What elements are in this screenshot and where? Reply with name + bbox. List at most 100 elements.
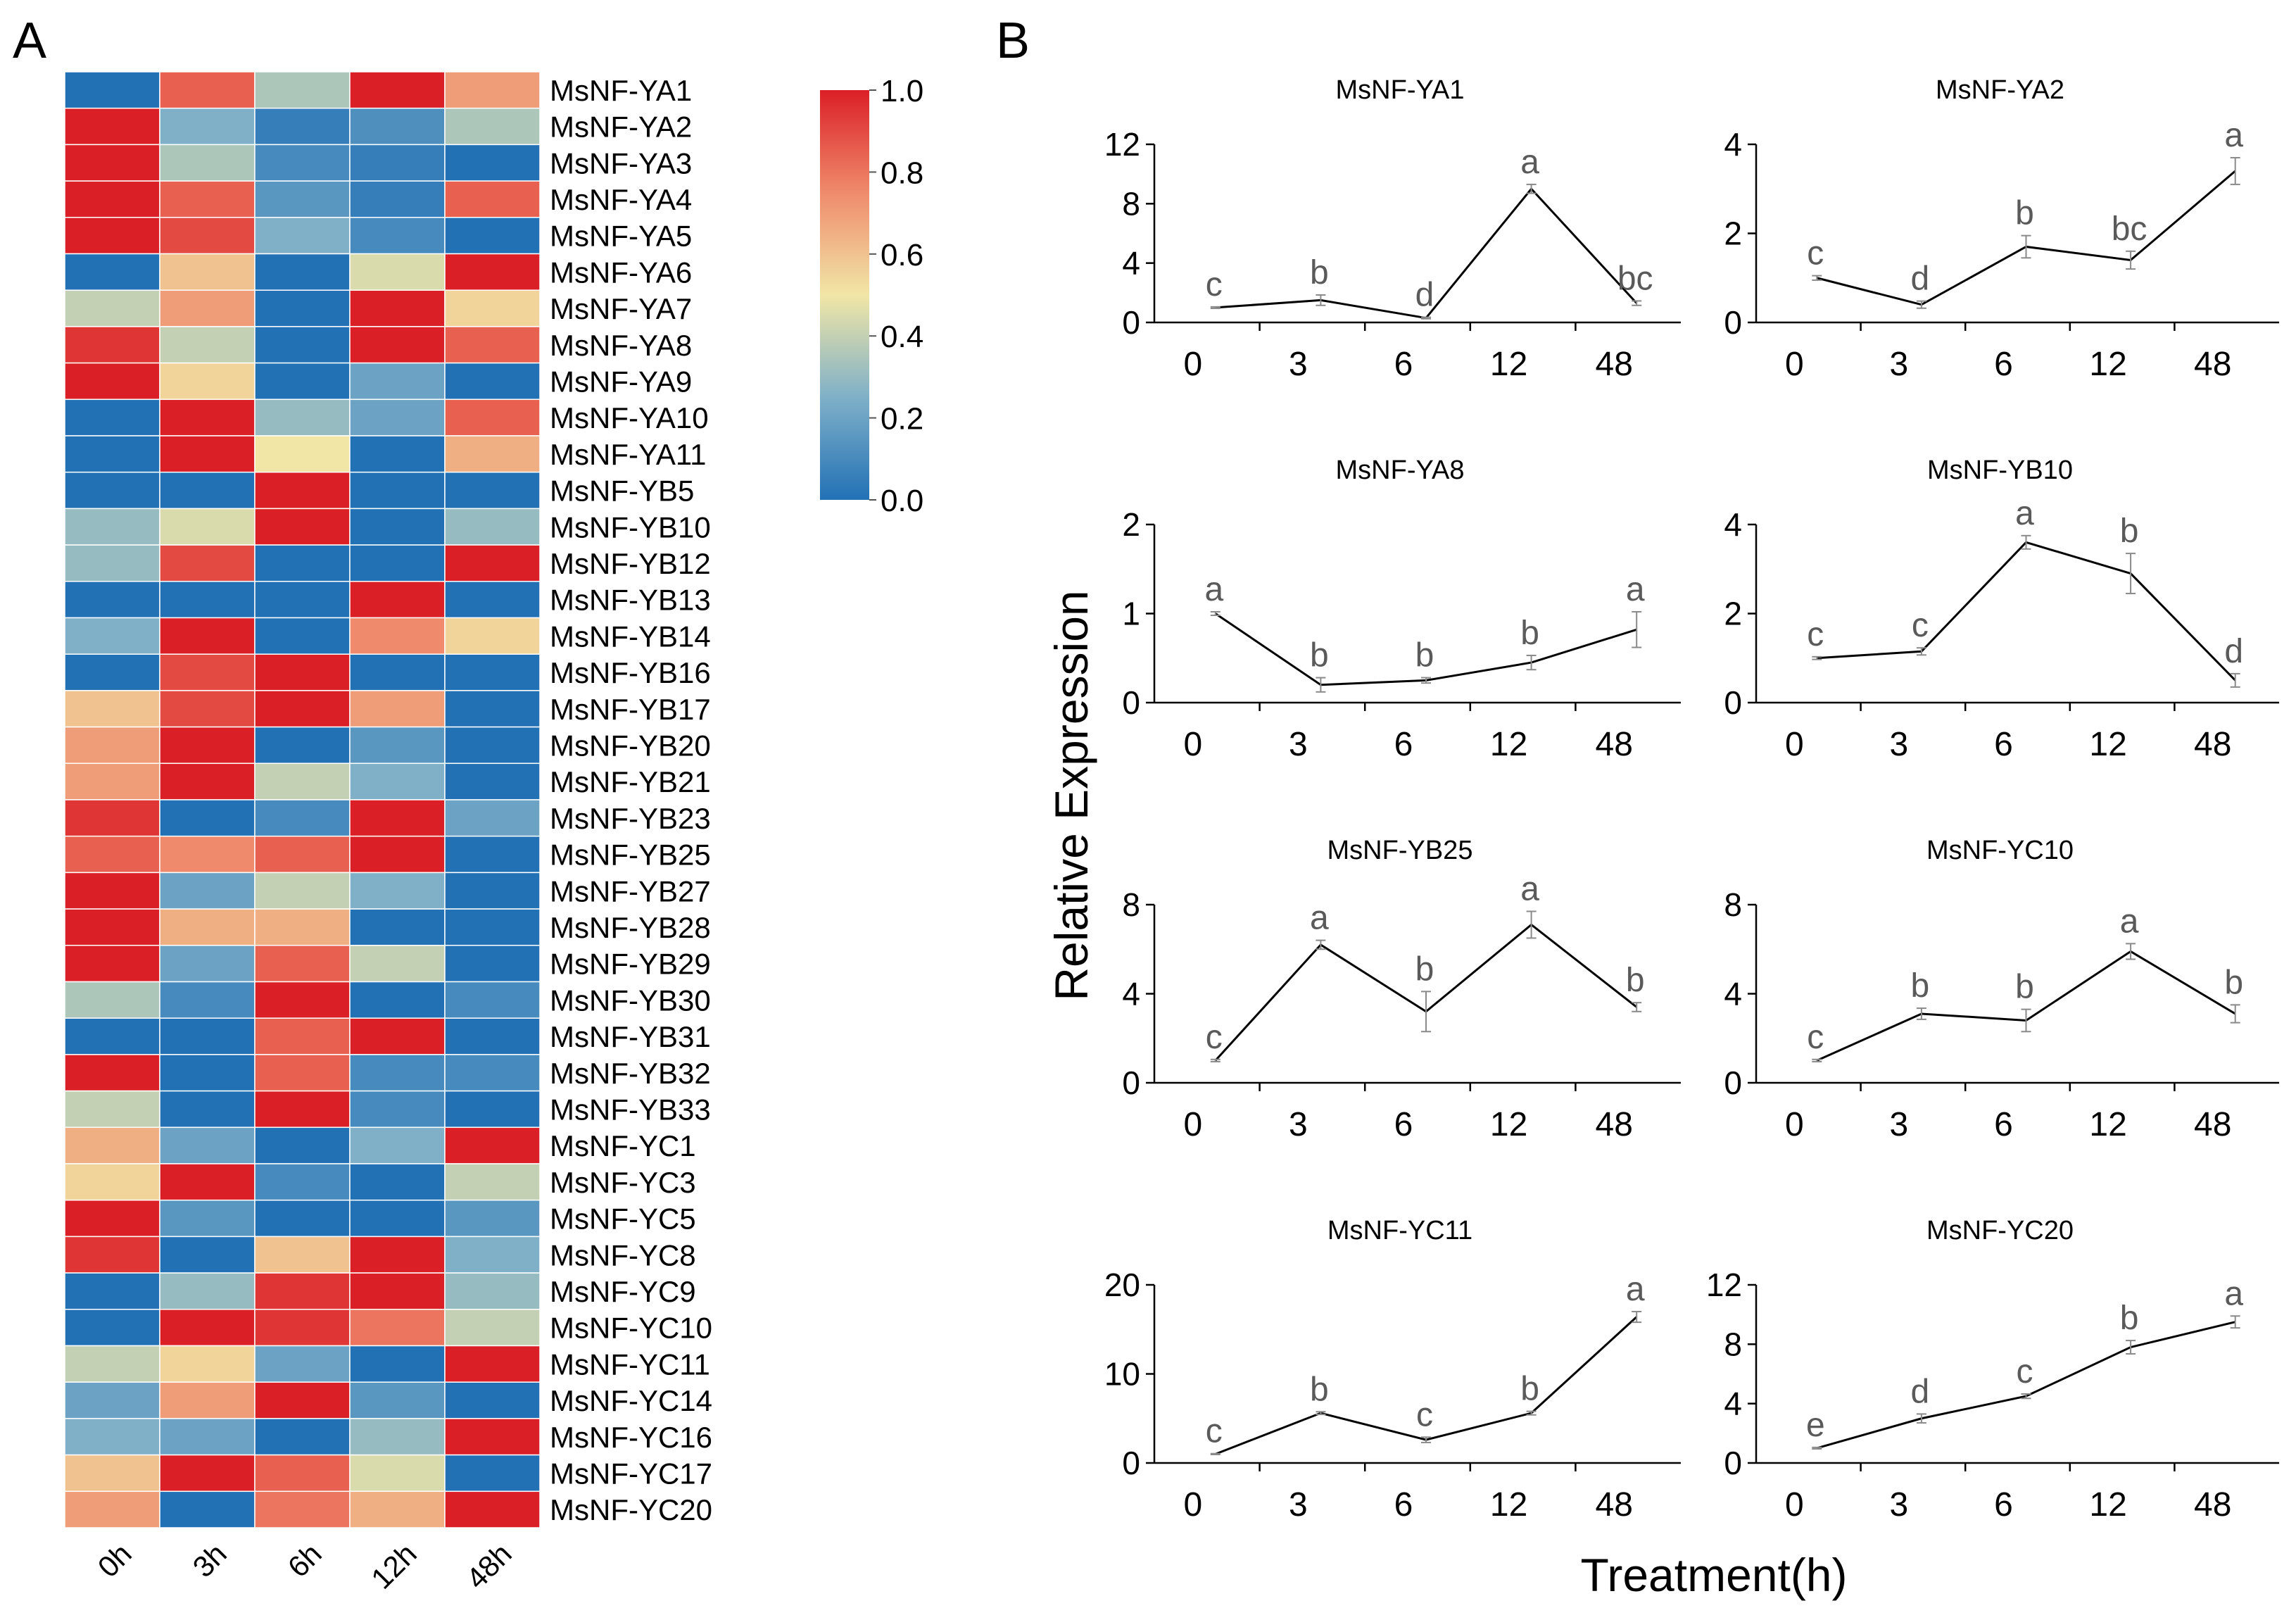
heatmap-cell [159,653,256,691]
heatmap-row-label: MsNF-YC20 [550,1493,712,1526]
heatmap-cell [349,508,446,546]
colorbar-tick-label: 0.8 [881,156,923,190]
heatmap-cell [159,1345,256,1383]
heatmap-cell [254,1054,351,1092]
heatmap-col-label: 6h [282,1537,328,1583]
significance-letter: bc [2112,211,2147,248]
heatmap-cell [254,1309,351,1347]
heatmap-cell [254,726,351,765]
x-tick-label: 0 [1183,726,1202,763]
heatmap-cell [444,1017,541,1055]
heatmap-cell [254,1017,351,1055]
significance-letter: a [1520,144,1539,181]
heatmap-row-label: MsNF-YB31 [550,1020,711,1053]
x-tick-label: 3 [1890,726,1909,763]
significance-letter: a [2120,903,2139,940]
series-line [1817,541,2236,681]
heatmap-cell [159,326,256,364]
x-tick-label: 48 [1596,346,1633,383]
colorbar-tick-label: 0.0 [881,484,923,518]
heatmap-cell [159,1454,256,1493]
x-tick-label: 6 [1994,726,2013,763]
heatmap-cell [444,326,541,364]
heatmap-cell [444,217,541,255]
y-tick-label: 0 [1724,1445,1742,1481]
heatmap-cell [444,435,541,473]
heatmap-row-label: MsNF-YC3 [550,1166,696,1199]
significance-letter: b [1626,962,1645,999]
heatmap-cell [159,435,256,473]
heatmap-row-label: MsNF-YB21 [550,765,711,798]
heatmap-cell [159,253,256,291]
heatmap-cell [444,617,541,655]
heatmap-cell [159,799,256,837]
heatmap-cell [444,253,541,291]
colorbar-tick-label: 0.2 [881,402,923,436]
heatmap-cell [159,1272,256,1310]
heatmap-cell [254,1345,351,1383]
significance-letter: c [1416,1396,1433,1433]
heatmap-cell [64,107,160,146]
significance-letter: c [1807,1019,1824,1056]
heatmap-cell [254,180,351,218]
heatmap-cell [349,1381,446,1419]
heatmap-cell [254,1454,351,1493]
heatmap-cell [444,144,541,182]
x-tick-label: 3 [1890,1486,1909,1524]
significance-letter: b [1310,1371,1329,1408]
y-tick-label: 8 [1122,185,1140,222]
heatmap-cell [349,326,446,364]
panel-title: MsNF-YC10 [1926,836,2074,865]
heatmap-cell [349,1017,446,1055]
x-tick-label: 6 [1994,1486,2013,1524]
heatmap-cell [159,581,256,619]
heatmap-row-label: MsNF-YC5 [550,1202,696,1236]
significance-letter: b [1520,615,1539,652]
heatmap-cell [159,945,256,983]
heatmap-row-label: MsNF-YB5 [550,475,694,508]
x-tick-label: 12 [1490,1486,1527,1524]
heatmap-cell [64,1381,160,1419]
heatmap-cell [159,835,256,874]
x-tick-label: 48 [2194,1486,2231,1524]
heatmap-row-label: MsNF-YC17 [550,1457,712,1490]
heatmap-cell [349,289,446,327]
significance-letter: d [1415,277,1434,314]
heatmap-cell [349,1454,446,1493]
heatmap-cell [349,435,446,473]
heatmap-cell [159,289,256,327]
heatmap-cell [349,471,446,510]
x-tick-label: 48 [2194,726,2231,763]
significance-letter: b [2120,513,2139,550]
heatmap-cell [254,1381,351,1419]
heatmap-row-label: MsNF-YA9 [550,365,692,398]
significance-letter: d [1911,1373,1930,1410]
heatmap-cell [349,908,446,946]
significance-letter: b [2120,1300,2139,1337]
y-tick-label: 0 [1724,1064,1742,1101]
colorbar-tick-label: 1.0 [881,74,923,108]
heatmap-cell [444,1126,541,1164]
panel-title: MsNF-YA8 [1336,456,1465,485]
heatmap-cell [159,1126,256,1164]
heatmap-cell [254,653,351,691]
heatmap-cell [159,908,256,946]
x-tick-label: 0 [1785,1486,1804,1524]
heatmap-row-label: MsNF-YB12 [550,547,711,580]
x-tick-label: 0 [1785,1106,1804,1143]
heatmap-cell [349,144,446,182]
heatmap-row-label: MsNF-YB13 [550,584,711,617]
heatmap-cell [349,1163,446,1201]
significance-letter: c [1206,1413,1223,1450]
heatmap-row-label: MsNF-YB16 [550,656,711,689]
heatmap-cell [64,581,160,619]
heatmap-cell [444,1418,541,1456]
heatmap-cell [254,508,351,546]
x-tick-label: 3 [1289,726,1308,763]
x-tick-label: 48 [2194,1106,2231,1143]
